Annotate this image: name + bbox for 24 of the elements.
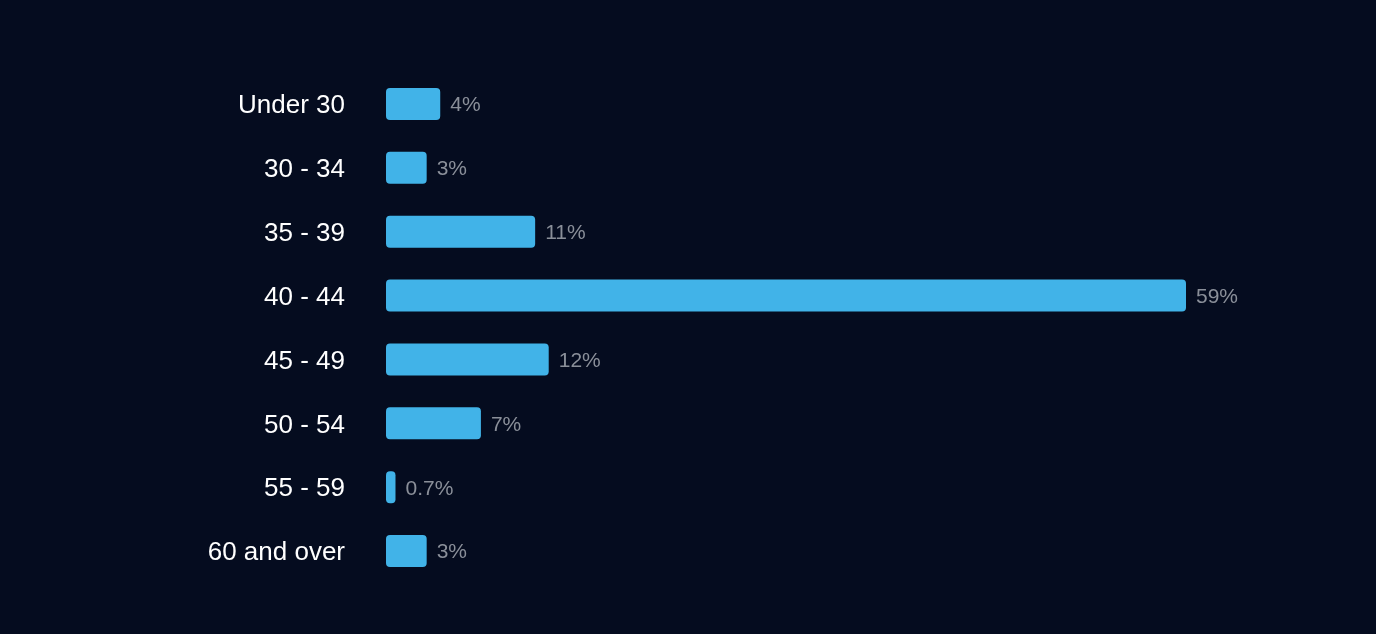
- bar: [386, 151, 427, 184]
- bar: [386, 215, 536, 248]
- data-label: 0.7%: [405, 475, 454, 499]
- bar: [386, 279, 1186, 312]
- data-label: 7%: [490, 411, 522, 435]
- bar: [386, 535, 427, 568]
- y-tick-label: Under 30: [238, 89, 345, 120]
- data-label: 3%: [436, 539, 468, 563]
- data-label: 3%: [436, 156, 468, 180]
- y-tick-label: 45 - 49: [264, 344, 345, 375]
- y-tick-label: 50 - 54: [264, 408, 345, 439]
- bar: [386, 87, 441, 120]
- y-tick-label: 55 - 59: [264, 472, 345, 503]
- bar: [386, 471, 396, 504]
- data-label: 11%: [545, 220, 586, 244]
- data-label: 12%: [558, 347, 601, 371]
- bar: [386, 407, 481, 440]
- data-label: 4%: [450, 92, 481, 116]
- data-label: 59%: [1196, 283, 1239, 307]
- bar: [386, 343, 549, 376]
- y-tick-label: 40 - 44: [264, 280, 345, 311]
- y-tick-label: 35 - 39: [264, 216, 345, 247]
- y-tick-label: 30 - 34: [264, 153, 345, 184]
- y-tick-label: 60 and over: [207, 536, 346, 567]
